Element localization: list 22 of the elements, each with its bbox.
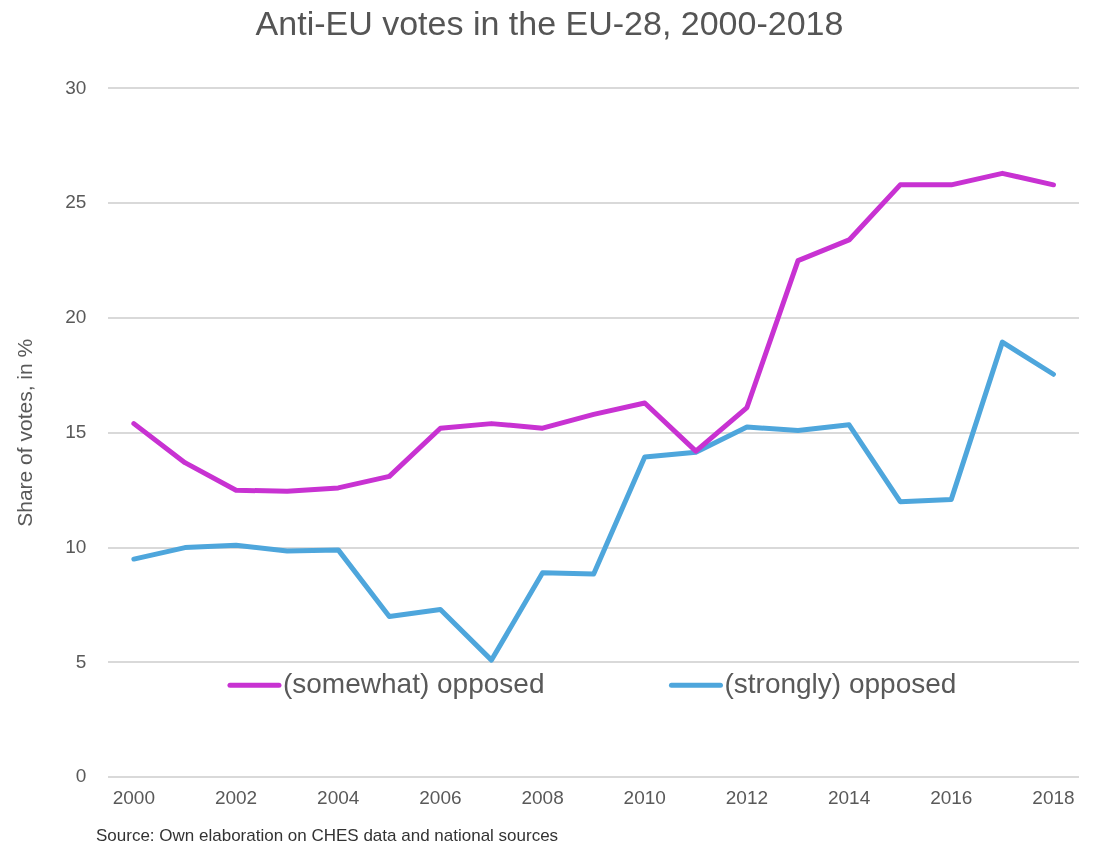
x-tick-label: 2014: [827, 786, 871, 808]
source-note: Source: Own elaboration on CHES data and national sources: [96, 826, 559, 846]
y-tick-label: 20: [65, 306, 87, 328]
x-tick-label: 2002: [214, 786, 258, 808]
x-tick-label: 2010: [623, 786, 666, 808]
y-axis-title: Share of votes, in %: [13, 338, 37, 527]
y-tick-label: 30: [65, 76, 87, 98]
legend-label: (somewhat) opposed: [282, 667, 545, 699]
x-tick-label: 2008: [521, 786, 564, 808]
x-tick-label: 2012: [725, 786, 769, 808]
chart-title: Anti-EU votes in the EU-28, 2000-2018: [254, 4, 845, 43]
y-tick-label: 10: [65, 535, 87, 557]
x-tick-label: 2006: [419, 786, 462, 808]
legend-label: (strongly) opposed: [724, 667, 957, 699]
y-tick-label: 15: [65, 421, 87, 443]
y-tick-label: 25: [65, 191, 87, 213]
x-tick-label: 2016: [930, 786, 973, 808]
x-tick-label: 2000: [112, 786, 156, 808]
y-tick-label: 0: [75, 765, 87, 787]
x-tick-label: 2004: [317, 786, 360, 808]
y-tick-label: 5: [75, 650, 87, 672]
x-tick-label: 2018: [1032, 786, 1075, 808]
